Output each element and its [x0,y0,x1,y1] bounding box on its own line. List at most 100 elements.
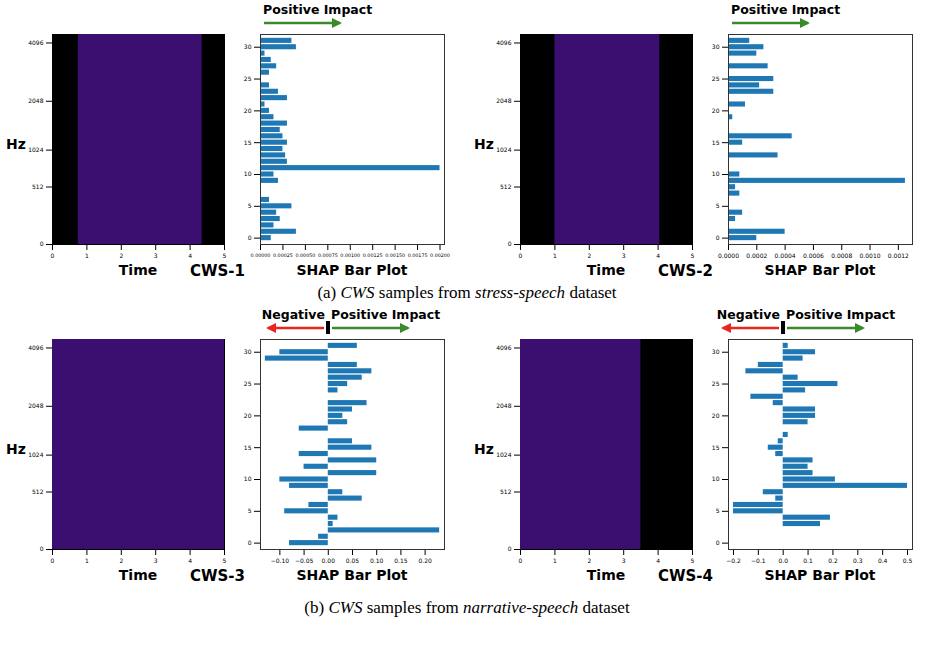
svg-text:4096: 4096 [28,39,43,46]
svg-text:512: 512 [32,488,44,495]
svg-text:4096: 4096 [28,344,43,351]
svg-text:1024: 1024 [496,146,511,153]
svg-text:0.1: 0.1 [803,557,813,564]
svg-text:0.00000: 0.00000 [251,253,271,258]
svg-text:0: 0 [248,234,252,241]
svg-text:2048: 2048 [496,97,511,104]
svg-text:0: 0 [508,240,512,247]
svg-text:0.2: 0.2 [828,557,838,564]
svg-text:1: 1 [85,252,89,259]
svg-text:3: 3 [154,252,158,259]
svg-text:10: 10 [712,475,720,482]
svg-text:2048: 2048 [28,402,43,409]
svg-text:4096: 4096 [496,344,511,351]
svg-text:2: 2 [119,252,123,259]
svg-text:0.00025: 0.00025 [273,253,293,258]
svg-text:20: 20 [244,107,252,114]
svg-text:5: 5 [691,557,695,564]
svg-text:Positive Impact: Positive Impact [263,2,372,17]
svg-text:15: 15 [244,139,252,146]
svg-text:−0.1: −0.1 [751,557,766,564]
svg-text:2: 2 [587,252,591,259]
svg-text:Positive Impact: Positive Impact [331,307,440,322]
svg-text:0.0002: 0.0002 [746,252,767,259]
svg-text:0.0004: 0.0004 [775,252,796,259]
svg-text:30: 30 [712,43,720,50]
svg-text:1024: 1024 [28,146,43,153]
svg-text:4: 4 [188,252,192,259]
svg-text:0.00175: 0.00175 [408,253,428,258]
svg-text:5: 5 [223,557,227,564]
svg-text:0.0012: 0.0012 [888,252,909,259]
svg-text:0.0008: 0.0008 [831,252,852,259]
svg-text:2: 2 [119,557,123,564]
svg-text:10: 10 [244,170,252,177]
svg-text:0: 0 [716,234,720,241]
svg-text:0: 0 [519,557,523,564]
svg-text:0: 0 [40,240,44,247]
svg-text:25: 25 [244,75,252,82]
svg-text:3: 3 [622,557,626,564]
svg-text:0.4: 0.4 [878,557,888,564]
svg-text:5: 5 [691,252,695,259]
svg-text:512: 512 [32,183,44,190]
svg-text:25: 25 [244,380,252,387]
svg-text:10: 10 [712,170,720,177]
svg-text:0.3: 0.3 [853,557,863,564]
svg-text:0.0000: 0.0000 [718,252,739,259]
svg-text:−0.05: −0.05 [295,557,314,564]
svg-text:−0.2: −0.2 [726,557,741,564]
svg-text:0.0: 0.0 [778,557,788,564]
svg-text:0: 0 [51,252,55,259]
svg-text:0: 0 [248,539,252,546]
svg-text:0: 0 [716,539,720,546]
svg-text:0.00125: 0.00125 [363,253,383,258]
svg-text:0.5: 0.5 [903,557,913,564]
svg-text:4: 4 [656,252,660,259]
svg-text:20: 20 [244,412,252,419]
svg-text:0: 0 [51,557,55,564]
svg-text:2: 2 [587,557,591,564]
svg-text:15: 15 [244,444,252,451]
svg-text:1024: 1024 [28,451,43,458]
svg-text:30: 30 [244,43,252,50]
svg-text:0.0006: 0.0006 [803,252,824,259]
svg-text:0: 0 [40,545,44,552]
svg-text:4: 4 [656,557,660,564]
svg-text:0.00050: 0.00050 [295,253,315,258]
svg-text:30: 30 [244,348,252,355]
svg-text:0: 0 [519,252,523,259]
svg-text:0.00150: 0.00150 [385,253,405,258]
svg-text:15: 15 [712,444,720,451]
svg-text:0.05: 0.05 [346,557,360,564]
svg-text:1: 1 [85,557,89,564]
svg-text:0.15: 0.15 [394,557,408,564]
svg-text:5: 5 [223,252,227,259]
svg-text:0.00100: 0.00100 [340,253,360,258]
svg-text:1024: 1024 [496,451,511,458]
svg-text:1: 1 [553,557,557,564]
svg-text:5: 5 [248,507,252,514]
svg-text:Negative: Negative [716,307,779,322]
svg-text:Negative: Negative [262,307,325,322]
svg-text:2048: 2048 [496,402,511,409]
svg-text:3: 3 [154,557,158,564]
svg-text:15: 15 [712,139,720,146]
svg-text:5: 5 [716,507,720,514]
svg-text:25: 25 [712,380,720,387]
svg-text:−0.10: −0.10 [271,557,290,564]
svg-text:5: 5 [248,202,252,209]
svg-text:512: 512 [500,183,512,190]
svg-text:25: 25 [712,75,720,82]
svg-text:2048: 2048 [28,97,43,104]
svg-text:0.0010: 0.0010 [860,252,881,259]
svg-text:4: 4 [188,557,192,564]
svg-text:Positive Impact: Positive Impact [731,2,840,17]
svg-text:0.20: 0.20 [418,557,432,564]
svg-text:1: 1 [553,252,557,259]
svg-text:20: 20 [712,107,720,114]
svg-text:0: 0 [508,545,512,552]
svg-text:10: 10 [244,475,252,482]
svg-text:3: 3 [622,252,626,259]
svg-text:30: 30 [712,348,720,355]
